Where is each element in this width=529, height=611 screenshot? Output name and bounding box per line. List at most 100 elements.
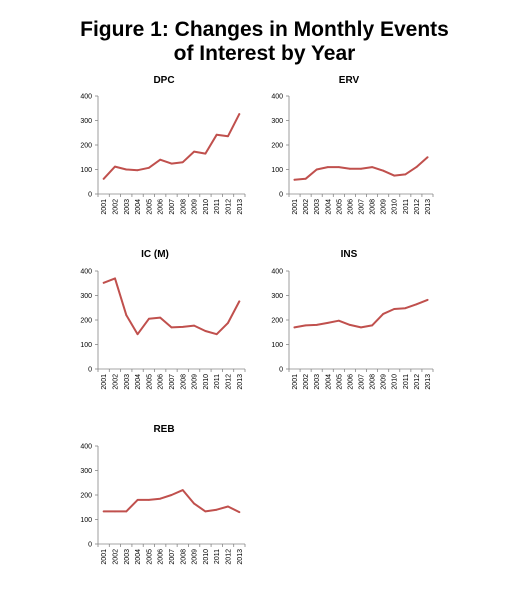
chart-4-x-tick-label: 2005	[336, 374, 343, 390]
chart-5-data-point	[136, 499, 139, 501]
chart-4-data-point	[360, 326, 362, 329]
chart-3-data-point	[148, 317, 150, 320]
chart-2-x-tick-label: 2002	[303, 199, 310, 215]
chart-3-y-tick-label: 400	[80, 269, 92, 276]
chart-4-y-tick-label: 200	[271, 318, 283, 325]
chart-5-data-point	[102, 510, 105, 513]
chart-4-data-point	[293, 326, 296, 329]
chart-4-data-point	[371, 324, 373, 327]
chart-4-data-point	[404, 307, 407, 310]
chart-2-data-point	[315, 168, 318, 171]
chart-2-data-point	[337, 166, 340, 169]
chart-5-x-tick-label: 2001	[101, 549, 108, 565]
chart-2-title: ERV	[339, 75, 360, 86]
chart-5-x-tick-label: 2005	[146, 549, 153, 565]
chart-4-y-tick-label: 100	[271, 342, 283, 349]
chart-2-x-tick-label: 2008	[370, 199, 377, 215]
chart-3-x-tick-label: 2009	[192, 374, 199, 390]
chart-3-y-tick-label: 200	[80, 318, 92, 325]
chart-5-y-tick-label: 200	[80, 493, 92, 500]
chart-3-x-tick-label: 2006	[158, 374, 165, 390]
chart-3-title: IC (M)	[141, 249, 169, 260]
chart-3-x-tick-label: 2013	[237, 374, 244, 390]
chart-4-x-tick-label: 2010	[392, 374, 399, 390]
chart-1-data-point	[193, 150, 196, 153]
chart-1-title: DPC	[153, 75, 174, 86]
chart-3-data-point	[136, 333, 139, 336]
chart-3-x-tick-label: 2011	[214, 374, 221, 389]
chart-1-x-tick-label: 2012	[226, 199, 233, 215]
chart-1-data-point	[238, 113, 241, 115]
chart-4-x-tick-label: 2007	[359, 374, 366, 390]
chart-4-x-tick-label: 2004	[325, 374, 332, 390]
chart-5-data-point	[114, 510, 116, 513]
chart-4-data-point	[304, 324, 307, 327]
chart-1-y-tick-label: 200	[80, 143, 92, 150]
chart-4-y-tick-label: 300	[271, 293, 283, 300]
chart-5-data-point	[181, 489, 184, 491]
chart-4-data-point	[426, 299, 429, 301]
chart-3-y-tick-label: 300	[80, 293, 92, 300]
chart-2-x-tick-label: 2004	[325, 199, 332, 215]
chart-4-x-tick-label: 2008	[370, 374, 377, 390]
chart-5-x-tick-label: 2006	[158, 549, 165, 565]
chart-1-series-line	[102, 113, 241, 180]
chart-2-x-tick-label: 2013	[425, 199, 432, 215]
chart-2-x-tick-label: 2009	[381, 199, 388, 215]
chart-5-x-tick-label: 2007	[169, 549, 176, 565]
chart-5-x-tick-label: 2008	[180, 549, 187, 565]
chart-3-x-tick-label: 2012	[226, 374, 233, 390]
chart-1-x-tick-label: 2009	[192, 199, 199, 215]
chart-1-data-point	[136, 169, 139, 172]
chart-4-x-tick-label: 2001	[292, 374, 299, 390]
chart-5-x-tick-label: 2013	[237, 549, 244, 565]
chart-4-y-tick-label: 0	[279, 367, 283, 374]
chart-3-data-point	[114, 277, 116, 280]
chart-1-x-tick-label: 2010	[203, 199, 210, 215]
chart-4-data-point	[326, 322, 329, 324]
chart-4-x-tick-label: 2012	[414, 374, 421, 390]
chart-1-x-tick-label: 2013	[237, 199, 244, 215]
chart-2-data-point	[415, 166, 418, 169]
chart-3-data-point	[215, 333, 218, 336]
chart-2-data-point	[304, 177, 307, 180]
chart-2-data-point	[371, 166, 373, 169]
chart-2-x-tick-label: 2011	[403, 199, 410, 214]
chart-2-data-point	[293, 178, 296, 181]
chart-2-data-point	[382, 169, 385, 172]
chart-3-data-point	[170, 326, 173, 329]
chart-4-title: INS	[341, 249, 358, 260]
chart-2-data-point	[426, 156, 429, 159]
chart-4-x-tick-label: 2009	[381, 374, 388, 390]
chart-1-data-point	[125, 168, 128, 171]
chart-4-series-line	[293, 298, 429, 329]
chart-3-x-tick-label: 2002	[112, 374, 119, 390]
chart-4-data-point	[315, 324, 318, 326]
figure-title-line2: of Interest by Year	[173, 42, 356, 65]
chart-5-data-point	[204, 510, 207, 513]
chart-5-x-tick-label: 2011	[214, 549, 221, 564]
chart-5-data-point	[125, 510, 128, 513]
chart-3-data-point	[227, 322, 229, 324]
chart-5-data-point	[159, 497, 162, 500]
chart-1-data-point	[181, 161, 184, 164]
chart-4-x-tick-label: 2013	[425, 374, 432, 390]
chart-1-x-tick-label: 2006	[158, 199, 165, 215]
chart-5-data-point	[227, 505, 229, 508]
chart-2-data-point	[393, 174, 396, 177]
chart-3-data-point	[204, 330, 207, 332]
chart-5-x-tick-label: 2003	[124, 549, 131, 565]
chart-3-data-point	[181, 326, 184, 328]
chart-1-x-tick-label: 2002	[112, 199, 119, 215]
chart-1-y-tick-label: 300	[80, 118, 92, 125]
chart-4-data-point	[349, 324, 351, 326]
chart-3-series-line	[102, 277, 241, 336]
chart-2-y-tick-label: 200	[271, 143, 283, 150]
chart-1-x-tick-label: 2007	[169, 199, 176, 215]
chart-2-x-tick-label: 2012	[414, 199, 421, 215]
chart-3-data-point	[238, 300, 241, 303]
chart-2-y-tick-label: 100	[271, 167, 283, 174]
chart-3-data-point	[125, 314, 128, 316]
chart-1-x-tick-label: 2001	[101, 199, 108, 215]
chart-1-x-tick-label: 2004	[135, 199, 142, 215]
